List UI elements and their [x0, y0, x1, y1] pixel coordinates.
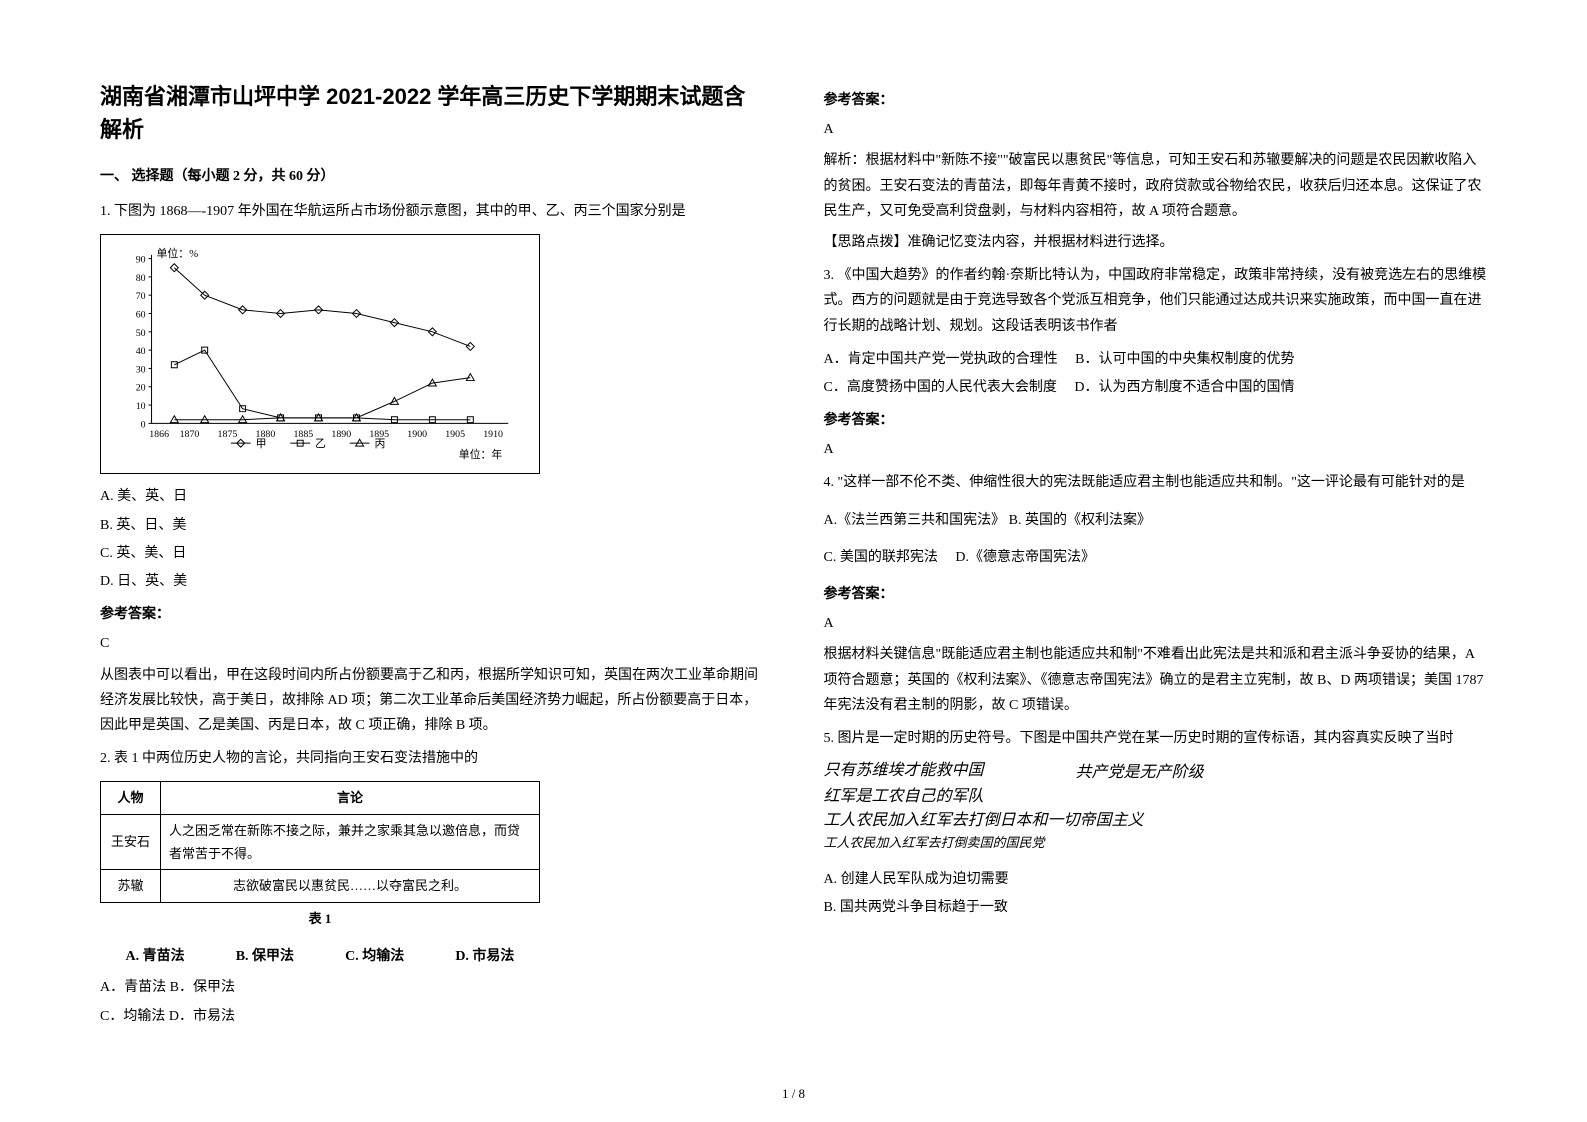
- svg-text:60: 60: [136, 310, 146, 321]
- svg-text:乙: 乙: [315, 438, 326, 451]
- q4-answer-label: 参考答案：: [824, 582, 1488, 607]
- q2-table: 人物 言论 王安石 人之困乏常在新陈不接之际，兼并之家乘其急以邀倍息，而贷者常苦…: [100, 781, 540, 934]
- handwriting-line: 工人农民加入红军去打倒卖国的国民党: [824, 833, 1204, 853]
- svg-text:1866: 1866: [149, 430, 169, 441]
- svg-text:70: 70: [136, 292, 146, 303]
- svg-text:10: 10: [136, 401, 146, 412]
- handwriting-line: 工人农民加入红军去打倒日本和一切帝国主义: [824, 809, 1204, 833]
- q1-option-c: C. 英、美、日: [100, 541, 764, 566]
- svg-text:甲: 甲: [256, 439, 267, 451]
- svg-text:1885: 1885: [293, 430, 313, 441]
- svg-text:1900: 1900: [407, 430, 427, 441]
- q3-answer: A: [824, 437, 1488, 462]
- q1-answer-label: 参考答案：: [100, 602, 764, 627]
- table-row: 王安石 人之困乏常在新陈不接之际，兼并之家乘其急以邀倍息，而贷者常苦于不得。: [101, 814, 540, 870]
- q3-option-a: A．肯定中国共产党一党执政的合理性: [824, 352, 1058, 367]
- q2-options-line1: A．青苗法 B．保甲法: [100, 975, 764, 1000]
- svg-text:单位：年: 单位：年: [459, 447, 503, 461]
- q4-answer: A: [824, 611, 1488, 636]
- page-footer: 1 / 8: [0, 1086, 1587, 1102]
- q4-option-c: C. 美国的联邦宪法: [824, 550, 938, 565]
- q1-option-b: B. 英、日、美: [100, 513, 764, 538]
- q3-options-ab: A．肯定中国共产党一党执政的合理性 B．认可中国的中央集权制度的优势: [824, 347, 1488, 372]
- svg-text:1890: 1890: [331, 430, 351, 441]
- q2-inline-d: D. 市易法: [455, 944, 514, 969]
- q2-answer: A: [824, 117, 1488, 142]
- q4-option-a: A.《法兰西第三共和国宪法》: [824, 513, 1006, 528]
- table-caption: 表 1: [101, 902, 540, 934]
- right-column: 参考答案： A 解析：根据材料中"新陈不接""破富民以惠贫民"等信息，可知王安石…: [824, 80, 1488, 1052]
- svg-text:丙: 丙: [375, 439, 386, 451]
- table-cell: 人之困乏常在新陈不接之际，兼并之家乘其急以邀倍息，而贷者常苦于不得。: [161, 814, 540, 870]
- q1-option-d: D. 日、英、美: [100, 569, 764, 594]
- q3-stem: 3. 《中国大趋势》的作者约翰·奈斯比特认为，中国政府非常稳定，政策非常持续，没…: [824, 263, 1488, 339]
- svg-text:30: 30: [136, 365, 146, 376]
- left-column: 湖南省湘潭市山坪中学 2021-2022 学年高三历史下学期期末试题含解析 一、…: [100, 80, 764, 1052]
- q4-stem: 4. "这样一部不伦不类、伸缩性很大的宪法既能适应君主制也能适应共和制。"这一评…: [824, 470, 1488, 495]
- table-cell: 王安石: [101, 814, 161, 870]
- handwriting-line: 红军是工农自己的军队: [824, 785, 1204, 809]
- q2-options-line2: C．均输法 D．市易法: [100, 1004, 764, 1029]
- q5-option-a: A. 创建人民军队成为迫切需要: [824, 867, 1488, 892]
- table-cell: 志欲破富民以惠贫民……以夺富民之利。: [161, 870, 540, 902]
- svg-text:90: 90: [136, 255, 146, 266]
- q2-explanation: 解析：根据材料中"新陈不接""破富民以惠贫民"等信息，可知王安石和苏辙要解决的问…: [824, 148, 1488, 224]
- q5-option-b: B. 国共两党斗争目标趋于一致: [824, 895, 1488, 920]
- q2-inline-options: A. 青苗法 B. 保甲法 C. 均输法 D. 市易法: [100, 944, 540, 969]
- svg-text:1875: 1875: [218, 430, 238, 441]
- q5-stem: 5. 图片是一定时期的历史符号。下图是中国共产党在某一历史时期的宣传标语，其内容…: [824, 726, 1488, 751]
- svg-text:40: 40: [136, 346, 146, 357]
- q4-option-d: D.《德意志帝国宪法》: [955, 550, 1095, 565]
- q5-handwriting-image: 只有苏维埃才能救中国 共产党是无产阶级 红军是工农自己的军队 工人农民加入红军去…: [824, 759, 1204, 859]
- table-header-person: 人物: [101, 782, 161, 814]
- svg-text:0: 0: [141, 420, 146, 431]
- q1-answer: C: [100, 631, 764, 656]
- table-caption-row: 表 1: [101, 902, 540, 934]
- q4-options-cd: C. 美国的联邦宪法 D.《德意志帝国宪法》: [824, 545, 1488, 570]
- q4-option-b: B. 英国的《权利法案》: [1009, 513, 1151, 528]
- q2-tip: 【思路点拨】准确记忆变法内容，并根据材料进行选择。: [824, 230, 1488, 255]
- svg-text:20: 20: [136, 383, 146, 394]
- q2-inline-a: A. 青苗法: [126, 944, 185, 969]
- line-chart-svg: 0102030405060708090 18661870187518801885…: [111, 245, 529, 463]
- q4-explanation: 根据材料关键信息"既能适应君主制也能适应共和制"不难看出此宪法是共和派和君主派斗…: [824, 642, 1488, 718]
- q2-answer-label: 参考答案：: [824, 88, 1488, 113]
- svg-text:80: 80: [136, 273, 146, 284]
- q1-stem: 1. 下图为 1868—-1907 年外国在华航运所占市场份额示意图，其中的甲、…: [100, 199, 764, 224]
- page-container: 湖南省湘潭市山坪中学 2021-2022 学年高三历史下学期期末试题含解析 一、…: [100, 80, 1487, 1052]
- q1-option-a: A. 美、英、日: [100, 484, 764, 509]
- section-heading: 一、 选择题（每小题 2 分，共 60 分）: [100, 164, 764, 189]
- table-row: 人物 言论: [101, 782, 540, 814]
- q3-options-cd: C．高度赞扬中国的人民代表大会制度 D．认为西方制度不适合中国的国情: [824, 375, 1488, 400]
- svg-text:1905: 1905: [445, 430, 465, 441]
- q3-option-c: C．高度赞扬中国的人民代表大会制度: [824, 380, 1057, 395]
- q2-stem: 2. 表 1 中两位历史人物的言论，共同指向王安石变法措施中的: [100, 746, 764, 771]
- q2-inline-b: B. 保甲法: [236, 944, 294, 969]
- svg-text:50: 50: [136, 328, 146, 339]
- svg-text:1870: 1870: [180, 430, 200, 441]
- q3-option-d: D．认为西方制度不适合中国的国情: [1074, 380, 1294, 395]
- table-row: 苏辙 志欲破富民以惠贫民……以夺富民之利。: [101, 870, 540, 902]
- q2-inline-c: C. 均输法: [345, 944, 404, 969]
- q1-chart: 0102030405060708090 18661870187518801885…: [100, 234, 540, 474]
- svg-text:1910: 1910: [483, 430, 503, 441]
- q4-options-ab: A.《法兰西第三共和国宪法》 B. 英国的《权利法案》: [824, 508, 1488, 533]
- exam-title: 湖南省湘潭市山坪中学 2021-2022 学年高三历史下学期期末试题含解析: [100, 80, 764, 146]
- table-header-quote: 言论: [161, 782, 540, 814]
- q3-answer-label: 参考答案：: [824, 408, 1488, 433]
- q1-explanation: 从图表中可以看出，甲在这段时间内所占份额要高于乙和丙，根据所学知识可知，英国在两…: [100, 663, 764, 739]
- svg-text:单位：%: 单位：%: [157, 246, 199, 260]
- q3-option-b: B．认可中国的中央集权制度的优势: [1075, 352, 1294, 367]
- table-cell: 苏辙: [101, 870, 161, 902]
